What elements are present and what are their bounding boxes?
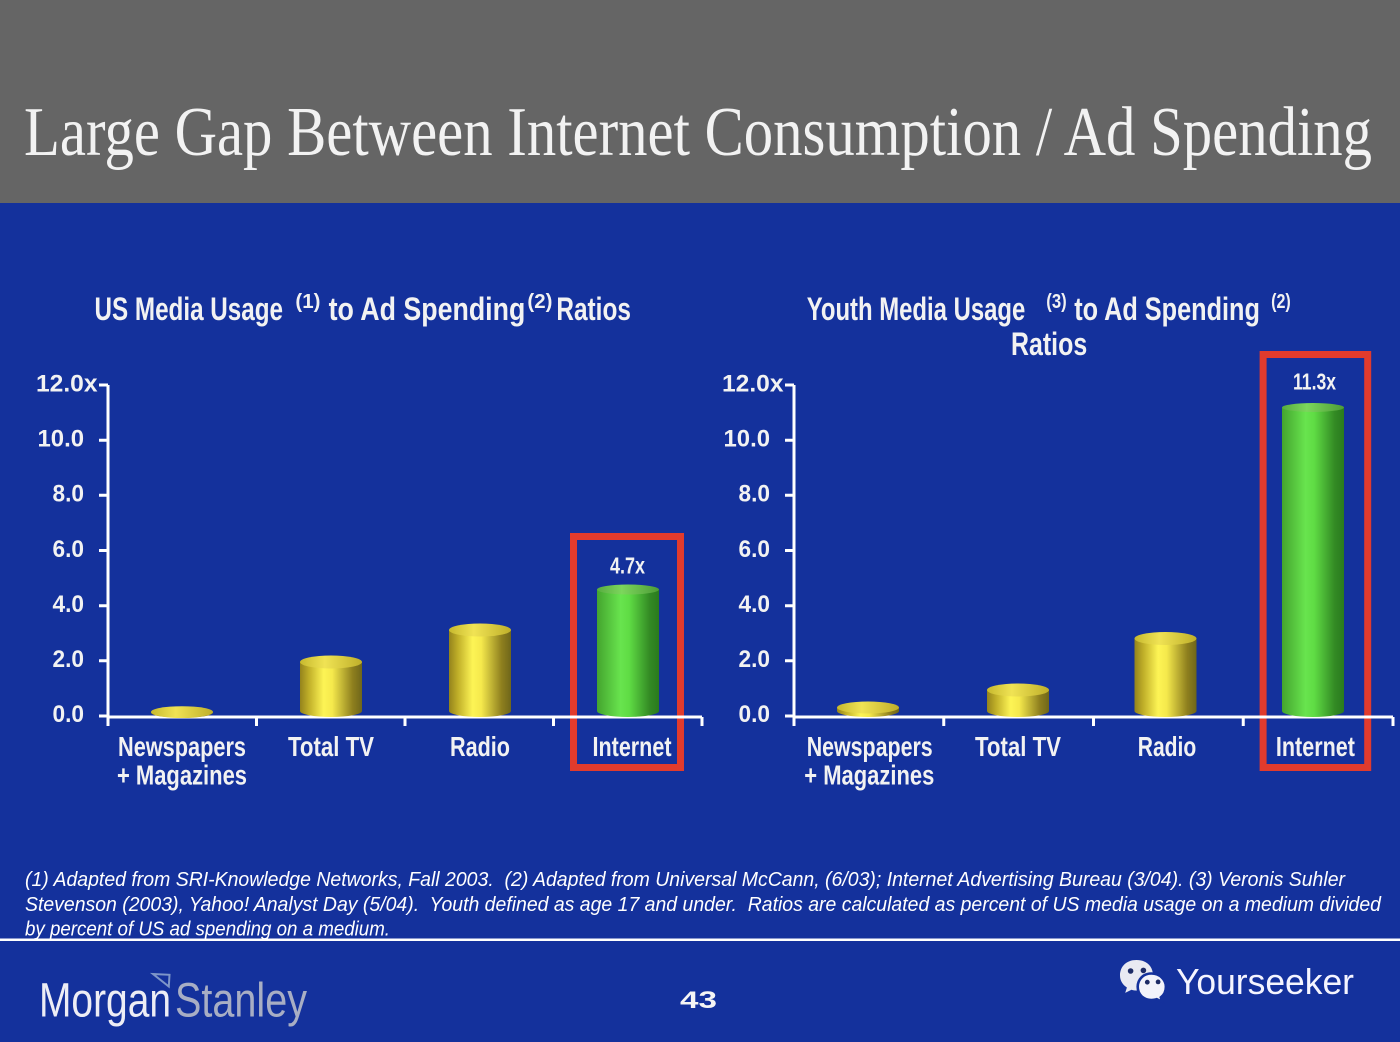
svg-text:Radio: Radio	[450, 731, 510, 762]
svg-text:(3): (3)	[1046, 290, 1066, 313]
svg-text:Morgan: Morgan	[39, 975, 171, 1028]
svg-text:Ratios: Ratios	[556, 291, 631, 327]
svg-text:11.3x: 11.3x	[1293, 369, 1336, 395]
svg-text:2.0: 2.0	[53, 646, 85, 673]
svg-text:6.0: 6.0	[53, 536, 85, 563]
svg-text:4.0: 4.0	[53, 591, 85, 618]
svg-text:Youth Media Usage: Youth Media Usage	[807, 291, 1026, 327]
svg-text:Internet: Internet	[593, 731, 672, 762]
svg-text:US Media Usage: US Media Usage	[95, 291, 284, 327]
svg-text:(1): (1)	[295, 290, 320, 313]
svg-text:Stanley: Stanley	[175, 975, 307, 1028]
svg-text:to Ad Spending: to Ad Spending	[1074, 291, 1260, 327]
svg-text:10.0: 10.0	[724, 426, 771, 453]
svg-text:Total TV: Total TV	[975, 731, 1062, 762]
svg-text:Ratios: Ratios	[1011, 326, 1087, 362]
svg-text:10.0: 10.0	[38, 426, 85, 453]
svg-text:43: 43	[680, 987, 717, 1014]
svg-text:(2): (2)	[1271, 290, 1291, 313]
svg-text:12.0x: 12.0x	[36, 371, 98, 398]
svg-text:4.0: 4.0	[739, 591, 771, 618]
svg-text:6.0: 6.0	[739, 536, 771, 563]
svg-text:(2): (2)	[527, 290, 552, 313]
svg-text:4.7x: 4.7x	[610, 553, 645, 579]
svg-text:12.0x: 12.0x	[722, 371, 784, 398]
svg-text:+ Magazines: + Magazines	[117, 760, 247, 791]
svg-text:Internet: Internet	[1276, 731, 1355, 762]
svg-text:Stevenson (2003), Yahoo! Analy: Stevenson (2003), Yahoo! Analyst Day (5/…	[25, 893, 1382, 916]
svg-text:Newspapers: Newspapers	[118, 731, 246, 762]
svg-text:0.0: 0.0	[53, 701, 85, 728]
svg-text:0.0: 0.0	[739, 701, 771, 728]
svg-text:Yourseeker: Yourseeker	[1176, 961, 1354, 1002]
svg-text:Large Gap Between Internet Con: Large Gap Between Internet Consumption /…	[24, 94, 1372, 171]
svg-text:Newspapers: Newspapers	[807, 731, 933, 762]
svg-text:(1) Adapted from SRI-Knowledge: (1) Adapted from SRI-Knowledge Networks,…	[25, 868, 1346, 891]
svg-text:8.0: 8.0	[739, 481, 771, 508]
svg-text:by percent of US ad spending o: by percent of US ad spending on a medium…	[25, 918, 390, 941]
svg-text:to Ad Spending: to Ad Spending	[329, 291, 526, 327]
svg-text:2.0: 2.0	[739, 646, 771, 673]
svg-text:8.0: 8.0	[53, 481, 85, 508]
svg-text:Total TV: Total TV	[288, 731, 375, 762]
svg-text:+ Magazines: + Magazines	[804, 760, 934, 791]
svg-text:Radio: Radio	[1138, 731, 1197, 762]
